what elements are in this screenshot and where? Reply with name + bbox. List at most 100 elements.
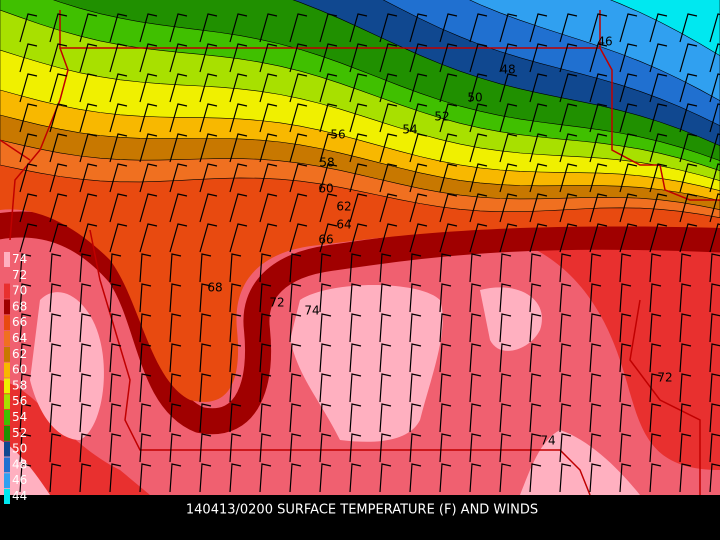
- wind-barb: [499, 403, 512, 433]
- legend-label: 58: [12, 378, 27, 392]
- wind-barb: [589, 163, 608, 193]
- wind-barb: [289, 103, 308, 133]
- wind-barb: [529, 163, 548, 193]
- wind-barb: [619, 343, 632, 373]
- wind-barb: [709, 403, 720, 433]
- wind-barb: [319, 193, 338, 223]
- wind-barb: [709, 253, 720, 283]
- wind-barb: [439, 403, 452, 433]
- wind-barb: [199, 43, 218, 73]
- legend-label: 56: [12, 394, 27, 408]
- wind-barb: [529, 13, 548, 43]
- wind-barb: [139, 403, 152, 433]
- contour-label: 48: [500, 63, 515, 77]
- wind-barb: [109, 433, 122, 463]
- region: [290, 285, 443, 442]
- wind-barb: [499, 463, 512, 493]
- wind-barb: [589, 403, 602, 433]
- wind-barb: [199, 403, 212, 433]
- wind-barb: [229, 463, 242, 493]
- wind-barb: [49, 343, 62, 373]
- wind-barb: [529, 343, 542, 373]
- wind-barb: [649, 73, 668, 103]
- legend-swatch: [4, 252, 10, 267]
- region: [0, 440, 50, 495]
- wind-barb: [289, 13, 308, 43]
- wind-barb: [589, 283, 602, 313]
- wind-barb: [139, 313, 152, 343]
- wind-barb: [439, 253, 452, 283]
- wind-barb: [559, 163, 578, 193]
- legend-swatch: [4, 473, 10, 489]
- wind-barb: [529, 433, 542, 463]
- wind-barb: [619, 13, 638, 43]
- wind-barb: [259, 433, 272, 463]
- wind-barb: [379, 223, 398, 253]
- wind-barb: [439, 223, 458, 253]
- wind-barb: [349, 253, 362, 283]
- wind-barb: [619, 43, 638, 73]
- wind-barb: [79, 373, 92, 403]
- wind-barb: [529, 103, 548, 133]
- wind-barb: [559, 403, 572, 433]
- wind-barb: [319, 313, 332, 343]
- wind-barb: [19, 13, 38, 43]
- wind-barb: [349, 283, 362, 313]
- wind-barb: [19, 403, 32, 433]
- wind-barb: [349, 343, 362, 373]
- wind-barb: [409, 223, 428, 253]
- wind-barb: [409, 373, 422, 403]
- wind-barb: [589, 133, 608, 163]
- wind-barb: [559, 343, 572, 373]
- region: [610, 0, 720, 57]
- wind-barb: [169, 163, 188, 193]
- wind-barb: [589, 103, 608, 133]
- wind-barb: [529, 463, 542, 493]
- wind-barb: [49, 193, 68, 223]
- wind-barb: [19, 43, 38, 73]
- wind-barb: [229, 73, 248, 103]
- wind-barb: [349, 373, 362, 403]
- caption-bar: [0, 495, 720, 540]
- wind-barb: [199, 133, 218, 163]
- legend-swatch: [4, 315, 10, 331]
- wind-barb: [469, 313, 482, 343]
- wind-barb: [259, 73, 278, 103]
- wind-barb: [289, 43, 308, 73]
- wind-barb: [139, 133, 158, 163]
- wind-barb: [349, 163, 368, 193]
- wind-barb: [409, 73, 428, 103]
- wind-barb: [409, 433, 422, 463]
- wind-barb: [559, 463, 572, 493]
- wind-barb: [49, 463, 62, 493]
- wind-barb: [649, 463, 662, 493]
- wind-barb: [379, 193, 398, 223]
- legend-swatch: [4, 267, 10, 283]
- contour-label: 56: [330, 128, 345, 142]
- border: [0, 139, 31, 161]
- wind-barb: [109, 13, 128, 43]
- wind-barb: [229, 253, 242, 283]
- wind-barb: [259, 253, 272, 283]
- wind-barb: [289, 283, 302, 313]
- wind-barb: [289, 193, 308, 223]
- wind-barb: [199, 163, 218, 193]
- wind-barb: [349, 433, 362, 463]
- wind-barb: [109, 373, 122, 403]
- wind-barb: [109, 343, 122, 373]
- wind-barb: [109, 223, 128, 253]
- wind-barb: [649, 43, 668, 73]
- contour-label: 62: [336, 200, 351, 214]
- wind-barb: [529, 313, 542, 343]
- wind-barb: [169, 343, 182, 373]
- wind-barb: [529, 253, 542, 283]
- wind-barb: [229, 283, 242, 313]
- wind-barb: [589, 373, 602, 403]
- wind-barb: [499, 133, 518, 163]
- wind-barb: [19, 223, 38, 253]
- wind-barb: [319, 433, 332, 463]
- contour-label: 52: [434, 110, 449, 124]
- legend-swatch: [4, 331, 10, 346]
- wind-barb: [139, 463, 152, 493]
